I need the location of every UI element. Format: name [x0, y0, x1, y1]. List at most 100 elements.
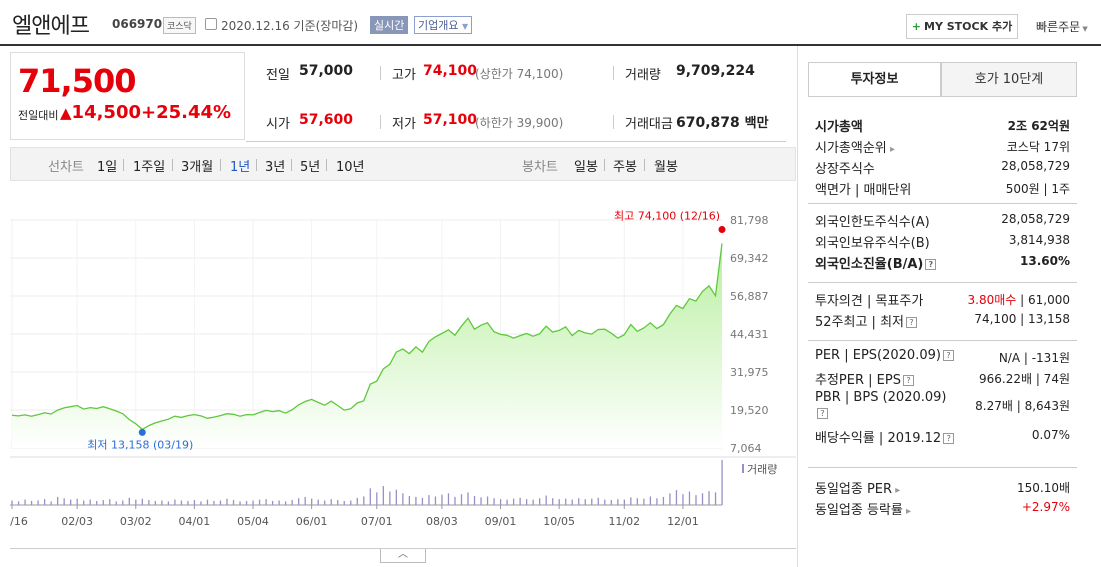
change-label: 전일대비	[18, 109, 59, 122]
candle-chart-label: 봉차트	[522, 160, 558, 175]
volume-bar	[643, 498, 645, 505]
divider	[256, 159, 257, 171]
chart-bottom-divider	[10, 548, 796, 549]
tab-divider	[808, 96, 1077, 97]
volume-bar	[486, 496, 489, 505]
volume-bar	[571, 499, 573, 505]
volume-bar	[480, 497, 482, 505]
volume-bar	[135, 499, 137, 505]
volume-bar	[330, 499, 332, 505]
header-divider	[0, 44, 1101, 46]
info-value: 28,058,729	[1001, 212, 1070, 226]
candle-tab-weekly[interactable]: 주봉	[613, 160, 637, 175]
volume-bar	[356, 497, 358, 505]
x-tick-label: 03/02	[120, 515, 152, 528]
high-label: 고가	[392, 68, 416, 83]
caret-right-icon[interactable]: ▸	[902, 506, 912, 517]
help-icon[interactable]: ?	[902, 375, 914, 386]
quick-order-button[interactable]: 빠른주문 ▼	[1036, 18, 1088, 35]
candle-tab-daily[interactable]: 일봉	[574, 160, 598, 175]
caret-right-icon[interactable]: ▸	[886, 144, 895, 155]
stock-code: 066970	[112, 17, 163, 31]
prev-close-value: 57,000	[299, 63, 354, 79]
info-label-text: 동일업종 등락률	[815, 503, 903, 518]
info-value-text: 8.27배 | 8,643원	[975, 399, 1070, 413]
add-mystock-button[interactable]: + MY STOCK 추가	[906, 14, 1018, 39]
upper-limit: (상한가 74,100)	[475, 67, 564, 81]
realtime-badge[interactable]: 실시간	[370, 16, 409, 34]
period-tab-1d[interactable]: 1일	[97, 160, 118, 175]
open-value: 57,600	[299, 112, 354, 128]
info-label: 시가총액순위 ▸	[815, 137, 895, 156]
volume-bar	[278, 500, 280, 505]
company-overview-label: 기업개요	[418, 19, 459, 32]
volume-bar	[539, 498, 541, 505]
info-label: PER | EPS(2020.09)?	[815, 348, 954, 363]
x-tick-label: 02/03	[61, 515, 93, 528]
volume-bar	[102, 500, 104, 505]
help-icon[interactable]: ?	[925, 259, 937, 270]
chevron-down-icon: ▼	[1080, 25, 1088, 33]
volume-bar	[24, 499, 26, 505]
volume-bar	[63, 498, 65, 505]
volume-bar	[11, 500, 13, 505]
volume-value: 9,709,224	[676, 63, 755, 79]
volume-bar	[382, 486, 384, 505]
add-mystock-label: MY STOCK 추가	[924, 20, 1013, 33]
stock-name: 엘앤에프	[12, 14, 90, 39]
help-icon[interactable]: ?	[942, 350, 954, 361]
help-icon[interactable]: ?	[817, 408, 828, 419]
period-tab-10y[interactable]: 10년	[336, 160, 365, 175]
max-annotation: 최고 74,100 (12/16)	[614, 209, 720, 222]
volume-bar	[630, 497, 632, 505]
period-tab-1w[interactable]: 1주일	[133, 160, 166, 175]
help-icon[interactable]: ?	[906, 317, 917, 328]
volume-bar	[525, 499, 528, 505]
info-label-text: PBR | BPS (2020.09)	[815, 390, 947, 405]
y-tick-label: 56,887	[730, 290, 769, 303]
amount-unit: 백만	[744, 116, 769, 131]
tab-quote-10[interactable]: 호가 10단계	[941, 62, 1077, 97]
period-tab-1y[interactable]: 1년	[230, 160, 251, 175]
info-label-text: 52주최고 | 최저	[815, 315, 904, 330]
volume-bar	[682, 494, 684, 505]
min-point	[138, 428, 146, 436]
collapse-chart-button[interactable]: ︿	[380, 549, 426, 563]
volume-bar	[636, 498, 639, 505]
info-label-text: PER | EPS(2020.09)	[815, 348, 941, 363]
info-label: 외국인한도주식수(A)	[815, 211, 930, 230]
volume-bar	[161, 500, 163, 505]
volume-bar	[714, 492, 717, 505]
volume-bar	[421, 497, 424, 505]
info-value: 966.22배 | 74원	[979, 370, 1070, 387]
info-label-text: 투자의견 | 목표주가	[815, 294, 924, 309]
info-value-text: 28,058,729	[1001, 159, 1070, 173]
company-overview-dropdown[interactable]: 기업개요 ▼	[414, 16, 473, 34]
stats-divider	[246, 141, 786, 142]
period-tab-3y[interactable]: 3년	[265, 160, 286, 175]
period-tab-5y[interactable]: 5년	[300, 160, 321, 175]
volume-bar	[206, 499, 209, 505]
price-chart[interactable]: 81,798 69,342 56,887 44,431 31,975 19,520 7,06…	[10, 205, 796, 535]
volume-bar	[232, 500, 235, 505]
open-label: 시가	[266, 117, 290, 132]
volume-bar	[545, 495, 547, 505]
tab-invest-info[interactable]: 투자정보	[808, 62, 941, 97]
candle-tab-monthly[interactable]: 월봉	[654, 160, 678, 175]
y-tick-label: 69,342	[730, 252, 769, 265]
caret-right-icon[interactable]: ▸	[892, 485, 901, 496]
volume-bar	[656, 498, 658, 505]
help-icon[interactable]: ?	[943, 433, 955, 444]
section-divider	[808, 340, 1077, 341]
x-tick-label: 07/01	[361, 515, 393, 528]
volume-bar	[56, 496, 59, 505]
volume-bar	[376, 492, 378, 505]
x-tick-label: 12/01	[667, 515, 699, 528]
volume-bar	[623, 499, 625, 505]
period-tab-3m[interactable]: 3개월	[181, 160, 214, 175]
info-value-text: +2.97%	[1021, 500, 1070, 514]
info-label: 추정PER | EPS?	[815, 369, 914, 388]
volume-bar	[688, 491, 691, 505]
info-value-text: 0.07%	[1031, 428, 1070, 442]
info-label-text: 시가총액	[815, 120, 863, 135]
